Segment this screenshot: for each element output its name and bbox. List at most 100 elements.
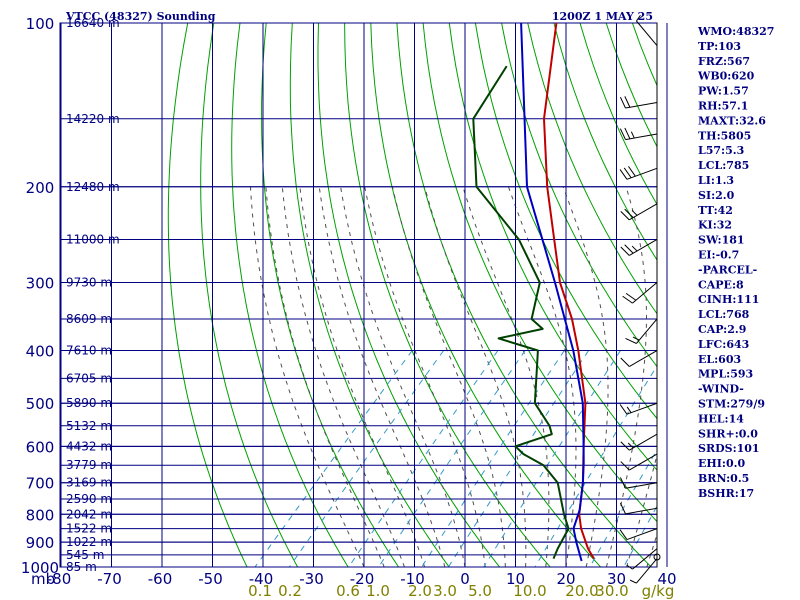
mixing-ratio-lines [254,350,657,567]
wind-barb-staff [636,318,658,344]
index-entry: FRZ:567 [698,55,750,68]
height-tick-label: 11000 m [66,232,120,246]
wind-barb-flag [626,406,632,413]
temperature-profile [543,23,595,560]
index-entry: LCL:785 [698,159,749,172]
temperature-tick-label: 20 [556,570,575,588]
wind-barb-staff [626,402,658,415]
temperature-tick-label: -70 [97,570,122,588]
height-tick-label: 2042 m [66,507,112,521]
dry-adiabat-line [579,23,657,206]
index-entry: L57:5.3 [698,144,744,157]
pressure-tick-label: 400 [26,343,55,361]
dry-adiabat-line [261,23,400,567]
mixing-ratio-label: 0.1 [248,582,272,600]
moist-adiabat-line [605,186,647,567]
sounding-datetime: 1200Z 1 MAY 25 [552,10,653,23]
wind-barb-staff [629,350,658,367]
index-entry: BSHR:17 [698,487,754,500]
wind-barb-flag [620,441,630,451]
wind-barb-staff [636,20,658,46]
wind-barb [620,239,658,256]
index-entry: TH:5805 [698,129,751,142]
wind-barb-flag [625,337,637,344]
height-tick-label: 545 m [66,548,104,562]
wind-barb-flag [628,166,636,177]
index-entry: WB0:620 [697,70,755,83]
wind-barb [619,166,658,180]
wind-barb-flag [619,477,626,489]
wind-barb-flag [619,169,628,180]
wind-barb-flag [619,96,626,109]
wind-barb [625,318,658,344]
mixing-ratio-label: 3.0 [433,582,457,600]
wind-barb-flag [626,564,633,570]
height-tick-label: 1522 m [66,522,112,536]
height-tick-label: 5132 m [66,419,112,433]
dry-adiabat-line [344,23,551,567]
wind-barb-staff [636,558,658,584]
wind-barb [619,127,658,141]
wind-barb-staff [629,239,658,256]
height-tick-label: 85 m [66,560,97,574]
height-tick-label: 3779 m [66,458,112,472]
wind-barb-flag [619,529,628,540]
wind-barb-flag [627,442,634,449]
index-entry: SI:2.0 [698,189,735,202]
isobar-isotherm-grid [59,22,668,568]
dry-adiabat-line [763,23,800,567]
height-tick-label: 8609 m [66,312,112,326]
moist-adiabat-line [299,186,426,567]
wind-barb [626,548,658,570]
temperature-tick-label: -10 [400,570,425,588]
index-entry: RH:57.1 [698,100,748,113]
wind-barb-flag [619,502,626,515]
wind-barb-staff [632,548,658,570]
height-tick-label: 1022 m [66,535,112,549]
wind-barb-staff [632,282,658,304]
dry-adiabat-line [231,23,349,567]
pressure-tick-label: 1000 [21,559,59,577]
pressure-unit-label: mb [31,570,55,588]
pressure-tick-label: 100 [26,15,55,33]
wind-barb-flag [624,127,631,140]
moist-adiabat-line [281,186,405,567]
wind-barb-staff [626,167,658,180]
pressure-tick-label: 200 [26,179,55,197]
index-entry: -WIND- [698,383,744,396]
temperature-tick-label: -50 [198,570,223,588]
calm-wind-circle [653,553,661,561]
wind-barb [620,350,658,367]
height-tick-label: 2590 m [66,492,112,506]
temperature-tick-label: 10 [506,570,525,588]
stability-indices-panel: WMO:48327 TP:103 FRZ:567 WB0:620 PW:1.57 RH:5… [697,25,774,500]
temperature-tick-label: -20 [350,570,375,588]
height-tick-label: 16640 m [66,16,120,30]
pressure-tick-label: 700 [26,475,55,493]
mixing-ratio-line [288,350,445,567]
index-entry: STM:279/9 [698,398,765,411]
height-tick-label: 6705 m [66,371,112,385]
index-entry: HEL:14 [698,412,744,425]
moist-adiabat-line [391,186,506,567]
wind-barb [619,528,658,541]
wind-barb-staff [625,102,658,109]
index-entry: BRN:0.5 [698,472,749,485]
moist-adiabat-line [340,186,466,567]
moist-adiabat-line [364,186,486,567]
temperature-tick-label: -40 [249,570,274,588]
wind-barb-staff [625,133,658,141]
mixing-ratio-line [254,350,413,567]
moist-adiabat-line [562,186,609,567]
temperature-tick-label: -60 [148,570,173,588]
mixing-ratio-label: 0.6 [336,582,360,600]
station-title: VTCC (48327) Sounding [65,10,216,23]
index-entry: LFC:643 [698,338,749,351]
temperature-tick-label: -80 [47,570,72,588]
wind-barb-flag [620,211,630,221]
wind-barb-flag [625,292,637,301]
wind-barb [619,502,658,515]
wind-barb-flag [631,245,638,252]
moist-adiabat-line [250,186,365,567]
